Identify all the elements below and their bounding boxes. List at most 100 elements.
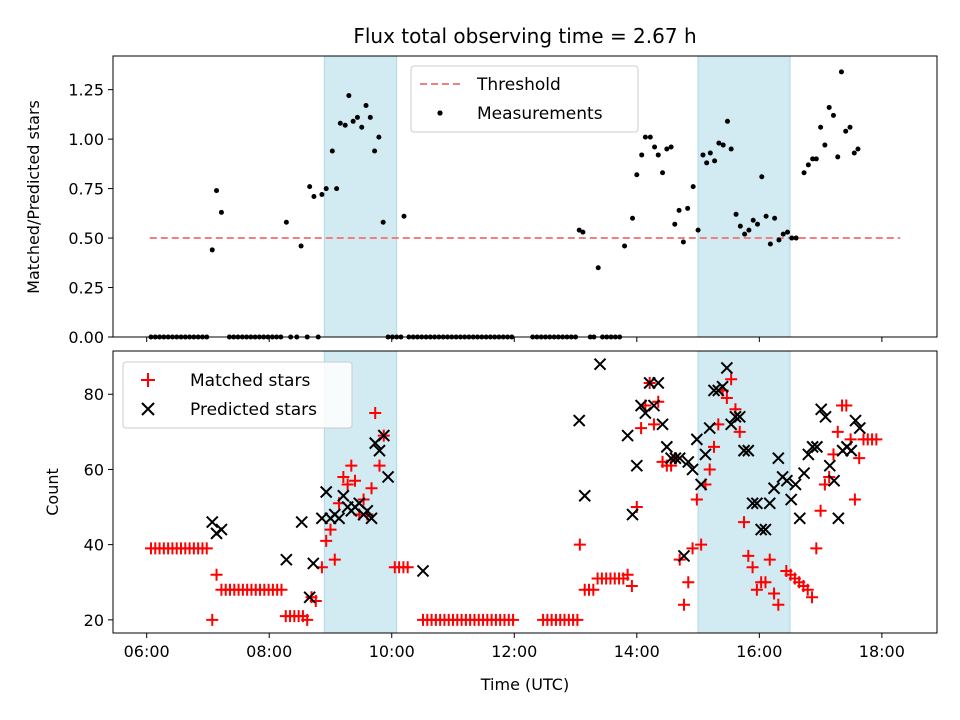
matched-star-point	[625, 580, 638, 592]
predicted-star-point	[332, 512, 346, 525]
measurement-point	[595, 265, 601, 271]
predicted-star-point	[593, 357, 607, 371]
measurement-point	[805, 162, 811, 168]
predicted-star-point	[767, 482, 781, 495]
measurement-point	[676, 207, 682, 213]
predicted-star-point	[647, 399, 661, 412]
predicted-star-point	[806, 440, 819, 454]
ratio-y-tick-label: 0.25	[68, 279, 104, 298]
matched-star-point	[848, 493, 861, 506]
measurement-point	[759, 174, 765, 180]
ratio-panel: 0.00 0.25 0.50 0.75 1.00 1.25 Matched/Predict…	[24, 55, 938, 347]
x-tick-label: 12:00	[491, 642, 537, 661]
matched-star-point	[870, 433, 883, 446]
ratio-panel-frame	[112, 55, 938, 338]
matched-star-point	[814, 504, 827, 517]
matched-star-point	[320, 534, 333, 547]
predicted-star-point	[621, 429, 634, 442]
count-panel: 20 40 60 80 06:00 08:00 10:00 12:00 14:00 16:00 1…	[43, 350, 938, 694]
measurement-point	[704, 160, 710, 166]
matched-star-point	[345, 459, 358, 472]
count-y-axis-label: Count	[43, 468, 62, 516]
matched-star-point	[806, 591, 819, 604]
measurement-point	[712, 158, 718, 164]
predicted-star-point	[815, 403, 828, 416]
predicted-star-point	[373, 444, 386, 457]
x-tick-label: 06:00	[124, 642, 170, 661]
measurement-point	[724, 118, 730, 124]
legend-threshold-label: Threshold	[476, 75, 561, 95]
measurement-point	[639, 152, 645, 158]
measurement-point	[685, 205, 691, 211]
measurement-point	[367, 114, 373, 120]
matched-star-point	[677, 598, 690, 611]
measurement-point	[830, 112, 836, 118]
predicted-star-point	[686, 463, 699, 476]
measurement-point	[218, 209, 224, 215]
predicted-star-point	[845, 444, 858, 457]
matched-star-point	[275, 583, 288, 596]
predicted-star-point	[694, 478, 708, 491]
matched-star-point	[772, 598, 785, 611]
predicted-star-point	[381, 470, 395, 484]
measurement-point	[630, 215, 636, 221]
matched-star-point	[200, 542, 213, 555]
measurement-point	[818, 124, 824, 130]
ratio-legend: Threshold Measurements	[410, 65, 639, 133]
predicted-star-point	[763, 497, 776, 510]
predicted-star-point	[754, 523, 768, 536]
matched-star-point	[750, 583, 763, 596]
predicted-star-point	[206, 515, 219, 529]
matched-star-point	[746, 561, 759, 574]
measurement-point	[359, 124, 365, 130]
matched-star-point	[647, 418, 660, 431]
measurement-point	[680, 239, 686, 245]
ratio-y-axis-label: Matched/Predicted stars	[24, 100, 43, 294]
predicted-star-point	[673, 451, 686, 465]
measurement-point	[350, 118, 356, 124]
predicted-star-point	[660, 440, 674, 454]
measurement-point	[337, 120, 343, 126]
predicted-star-point	[849, 414, 862, 427]
matched-star-point	[365, 482, 378, 495]
measurement-point	[690, 184, 696, 190]
predicted-star-point	[823, 459, 836, 472]
measurement-point	[793, 235, 799, 241]
legend-matched-swatch	[141, 373, 155, 387]
matched-star-point	[733, 425, 746, 438]
measurement-point	[838, 69, 844, 75]
measurement-point	[283, 219, 289, 225]
predicted-star-point	[853, 421, 867, 435]
predicted-star-point	[307, 557, 320, 570]
x-tick-label: 16:00	[736, 642, 782, 661]
measurement-point	[746, 227, 752, 233]
measurement-point	[664, 146, 670, 152]
matched-star-point	[587, 583, 600, 596]
predicted-star-point	[703, 421, 716, 435]
measurement-point	[642, 134, 648, 140]
measurement-point	[847, 124, 853, 130]
predicted-star-point	[669, 451, 682, 465]
predicted-star-point	[793, 512, 806, 525]
chart-title: Flux total observing time = 2.67 h	[353, 24, 696, 48]
measurement-point	[323, 186, 329, 192]
matched-star-point	[853, 452, 866, 465]
matched-star-point	[763, 553, 776, 566]
predicted-star-point	[634, 399, 648, 412]
measurement-point	[334, 186, 340, 192]
legend-matched-label: Matched stars	[190, 371, 310, 391]
predicted-star-point	[337, 489, 350, 502]
measurement-point	[311, 194, 317, 199]
predicted-star-point	[578, 489, 591, 502]
measurement-point	[672, 221, 678, 227]
measurement-point	[810, 156, 816, 162]
measurement-point	[716, 140, 722, 146]
count-y-tick-label: 80	[84, 385, 104, 404]
measurement-point	[380, 219, 386, 225]
matched-star-point	[725, 373, 738, 386]
predicted-star-point	[759, 523, 772, 536]
predicted-star-point	[652, 376, 665, 390]
matched-star-point	[720, 392, 733, 404]
measurement-point	[851, 150, 857, 156]
